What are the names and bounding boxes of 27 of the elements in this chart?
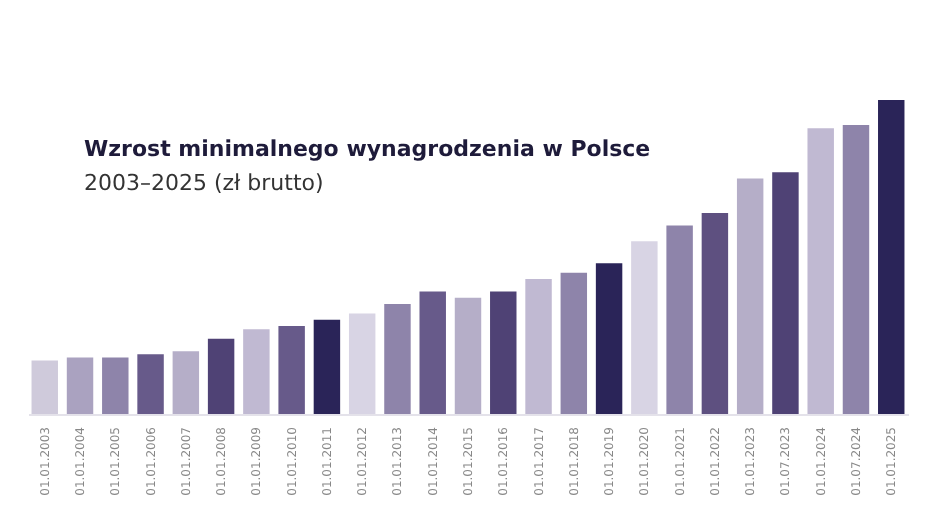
bar (454, 297, 482, 414)
bar (666, 225, 693, 414)
bar (807, 128, 834, 414)
bar (701, 213, 729, 414)
bar (560, 272, 588, 414)
bar (772, 172, 799, 414)
bar (595, 263, 623, 414)
bar (102, 357, 129, 414)
bar (736, 178, 764, 414)
bar (31, 360, 58, 414)
bar (243, 329, 270, 414)
text: Wzrost minimalnego wynagrodzenia w Polsce (84, 134, 651, 166)
bar (878, 100, 905, 414)
bar (842, 125, 870, 414)
bar (384, 304, 411, 414)
bar (66, 357, 94, 414)
bar (278, 326, 305, 414)
bar (490, 291, 517, 414)
bar (348, 313, 376, 414)
bar (207, 338, 235, 414)
bar (172, 351, 200, 414)
bar (419, 291, 446, 414)
bar (631, 241, 658, 414)
bar (137, 354, 164, 414)
bar (525, 278, 552, 414)
text: 2003–2025 (zł brutto) (84, 168, 326, 200)
bar (313, 319, 341, 414)
